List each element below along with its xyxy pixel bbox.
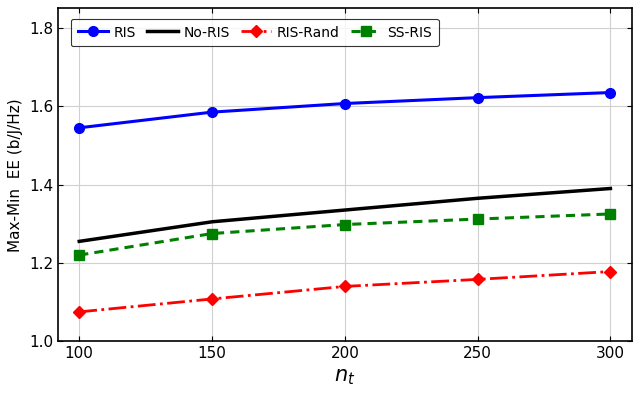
SS-RIS	[208, 231, 216, 236]
Legend: RIS, No-RIS, RIS-Rand, SS-RIS: RIS, No-RIS, RIS-Rand, SS-RIS	[70, 19, 439, 47]
RIS	[341, 101, 349, 106]
RIS-Rand	[341, 284, 349, 289]
Line: No-RIS: No-RIS	[79, 188, 611, 241]
RIS	[607, 90, 614, 95]
Line: SS-RIS: SS-RIS	[74, 209, 615, 260]
X-axis label: $n_t$: $n_t$	[334, 367, 356, 387]
RIS-Rand	[607, 269, 614, 274]
RIS-Rand	[76, 310, 83, 314]
No-RIS	[208, 219, 216, 224]
RIS	[474, 95, 481, 100]
SS-RIS	[474, 217, 481, 222]
RIS	[208, 110, 216, 115]
RIS-Rand	[208, 297, 216, 301]
RIS-Rand	[474, 277, 481, 282]
SS-RIS	[607, 212, 614, 216]
Y-axis label: Max-Min  EE (b/J/Hz): Max-Min EE (b/J/Hz)	[8, 98, 23, 252]
SS-RIS	[76, 253, 83, 258]
SS-RIS	[341, 222, 349, 227]
RIS	[76, 126, 83, 130]
Line: RIS: RIS	[74, 88, 615, 133]
No-RIS	[76, 239, 83, 244]
Line: RIS-Rand: RIS-Rand	[75, 267, 615, 316]
No-RIS	[341, 208, 349, 213]
No-RIS	[474, 196, 481, 201]
No-RIS	[607, 186, 614, 191]
